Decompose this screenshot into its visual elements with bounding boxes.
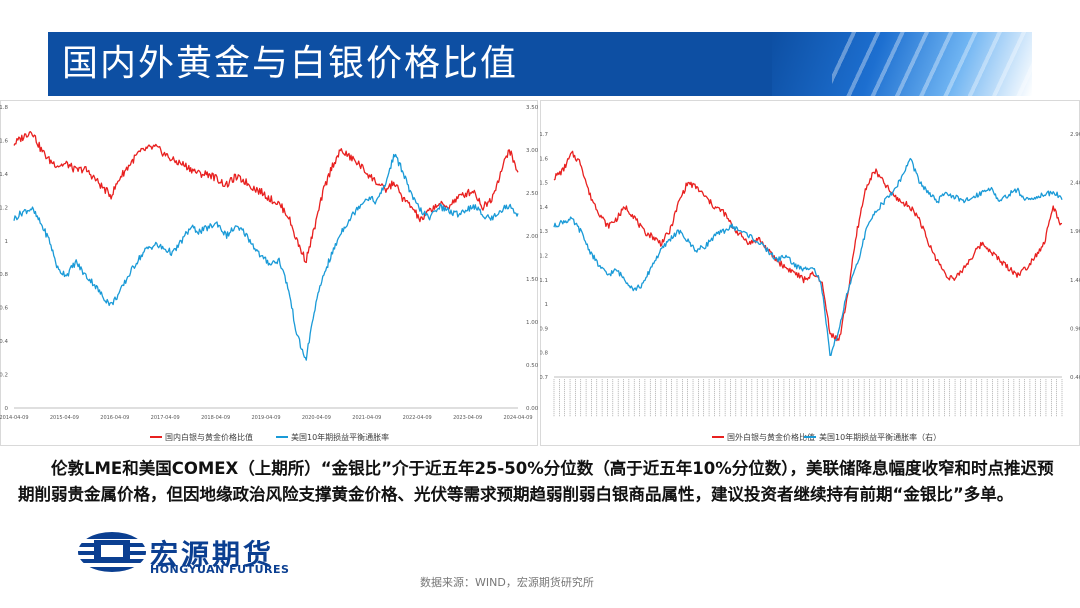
left-axis-tick-label: 0.9 xyxy=(540,326,548,332)
x-axis-tick-label: 2015-04-09 xyxy=(50,415,79,421)
left-axis-tick-label: 1.2 xyxy=(540,254,548,260)
legend-label: 国内白银与黄金价格比值 xyxy=(165,432,253,442)
right-axis-tick-label: 1.00 xyxy=(526,320,538,326)
right-axis-tick-label: 0.00 xyxy=(526,406,538,412)
right-axis-tick-label: 0.90 xyxy=(1070,326,1080,332)
series-line-gold-silver-ratio xyxy=(553,150,1063,342)
chart-frame xyxy=(0,100,538,446)
chart-left-svg: 0 0.2 0.4 0.6 0.8 1 1.2 1.4 1.6 1.8 0.00 0.50 1.00 1.… xyxy=(0,100,539,446)
legend-label: 国外白银与黄金价格比值 xyxy=(727,432,815,442)
series-line-gold-silver-ratio xyxy=(13,131,519,264)
left-axis-tick-label: 0 xyxy=(5,406,9,412)
left-axis-tick-label: 1.8 xyxy=(0,105,8,111)
left-axis-tick-label: 1.6 xyxy=(0,138,8,144)
x-axis-tick-label: 2016-04-09 xyxy=(100,415,129,421)
right-axis-tick-label: 2.50 xyxy=(526,191,538,197)
x-axis-tick-label: 2019-04-09 xyxy=(251,415,280,421)
right-axis-tick-label: 3.00 xyxy=(526,148,538,154)
analysis-text: 伦敦LME和美国COMEX（上期所）“金银比”介于近五年25-50%分位数（高于… xyxy=(18,459,1054,504)
logo-name: 宏源期货 xyxy=(150,538,275,571)
right-axis-tick-label: 1.90 xyxy=(1070,229,1080,235)
right-axis-tick-label: 2.90 xyxy=(1070,132,1080,138)
x-axis-tick-label: 2024-04-09 xyxy=(503,415,532,421)
x-axis-tick-label: 2020-04-09 xyxy=(302,415,331,421)
right-axis-tick-label: 2.00 xyxy=(526,234,538,240)
left-axis-tick-label: 1 xyxy=(5,239,9,245)
page-title: 国内外黄金与白银价格比值 xyxy=(62,43,519,84)
left-axis-tick-label: 0.2 xyxy=(0,373,8,379)
left-axis-tick-label: 1.4 xyxy=(0,172,8,178)
right-axis-tick-label: 2.40 xyxy=(1070,181,1080,187)
right-axis-tick-label: 0.40 xyxy=(1070,375,1080,381)
x-axis-tick-label: 2021-04-09 xyxy=(352,415,381,421)
left-axis-tick-label: 1.5 xyxy=(540,181,548,187)
left-axis-tick-label: 1.1 xyxy=(540,278,548,284)
logo-english: HONGYUAN FUTURES xyxy=(150,563,290,576)
x-axis-tick-label: 2014-04-09 xyxy=(0,415,29,421)
left-axis-tick-label: 0.7 xyxy=(540,375,548,381)
data-source: 数据来源：WIND，宏源期货研究所 xyxy=(420,576,594,589)
left-axis-tick-label: 0.4 xyxy=(0,339,8,345)
left-axis-tick-label: 1.4 xyxy=(540,205,548,211)
x-axis-tick-label: 2023-04-09 xyxy=(453,415,482,421)
x-axis-tick-label: 2018-04-09 xyxy=(201,415,230,421)
right-axis-tick-label: 1.40 xyxy=(1070,278,1080,284)
legend-label: 美国10年期损益平衡通胀率（右） xyxy=(819,432,941,442)
chart-foreign-gold-silver-ratio: 0.7 0.8 0.9 1 1.1 1.2 1.3 1.4 1.5 1.6 1.7 0.40 0.90 1… xyxy=(539,100,1080,446)
left-axis-tick-label: 1 xyxy=(545,302,549,308)
right-axis-tick-label: 0.50 xyxy=(526,363,538,369)
left-axis-tick-label: 1.6 xyxy=(540,156,548,162)
left-axis-tick-label: 0.8 xyxy=(0,272,8,278)
x-axis-tick-label: 2022-04-09 xyxy=(403,415,432,421)
left-axis-tick-label: 1.3 xyxy=(540,229,548,235)
legend-label: 美国10年期损益平衡通胀率 xyxy=(291,432,389,442)
left-axis-tick-label: 1.2 xyxy=(0,205,8,211)
analysis-paragraph: 伦敦LME和美国COMEX（上期所）“金银比”介于近五年25-50%分位数（高于… xyxy=(18,456,1068,508)
chart-right-svg: 0.7 0.8 0.9 1 1.1 1.2 1.3 1.4 1.5 1.6 1.7 0.40 0.90 1… xyxy=(539,100,1080,446)
left-axis-tick-label: 0.6 xyxy=(0,306,8,312)
title-bar-gradient xyxy=(772,32,1032,96)
right-axis-tick-label: 3.50 xyxy=(526,105,538,111)
hongyuan-logo-icon xyxy=(78,532,146,572)
x-axis-tick-label: 2017-04-09 xyxy=(151,415,180,421)
left-axis-tick-label: 1.7 xyxy=(540,132,548,138)
left-axis-tick-label: 0.8 xyxy=(540,351,548,357)
chart-domestic-gold-silver-ratio: 0 0.2 0.4 0.6 0.8 1 1.2 1.4 1.6 1.8 0.00 0.50 1.00 1.… xyxy=(0,100,539,446)
right-axis-tick-label: 1.50 xyxy=(526,277,538,283)
title-bar-stripes xyxy=(832,32,1032,96)
title-bar: 国内外黄金与白银价格比值 xyxy=(48,32,1032,96)
series-line-breakeven-inflation xyxy=(13,153,519,361)
series-line-breakeven-inflation xyxy=(553,157,1063,357)
